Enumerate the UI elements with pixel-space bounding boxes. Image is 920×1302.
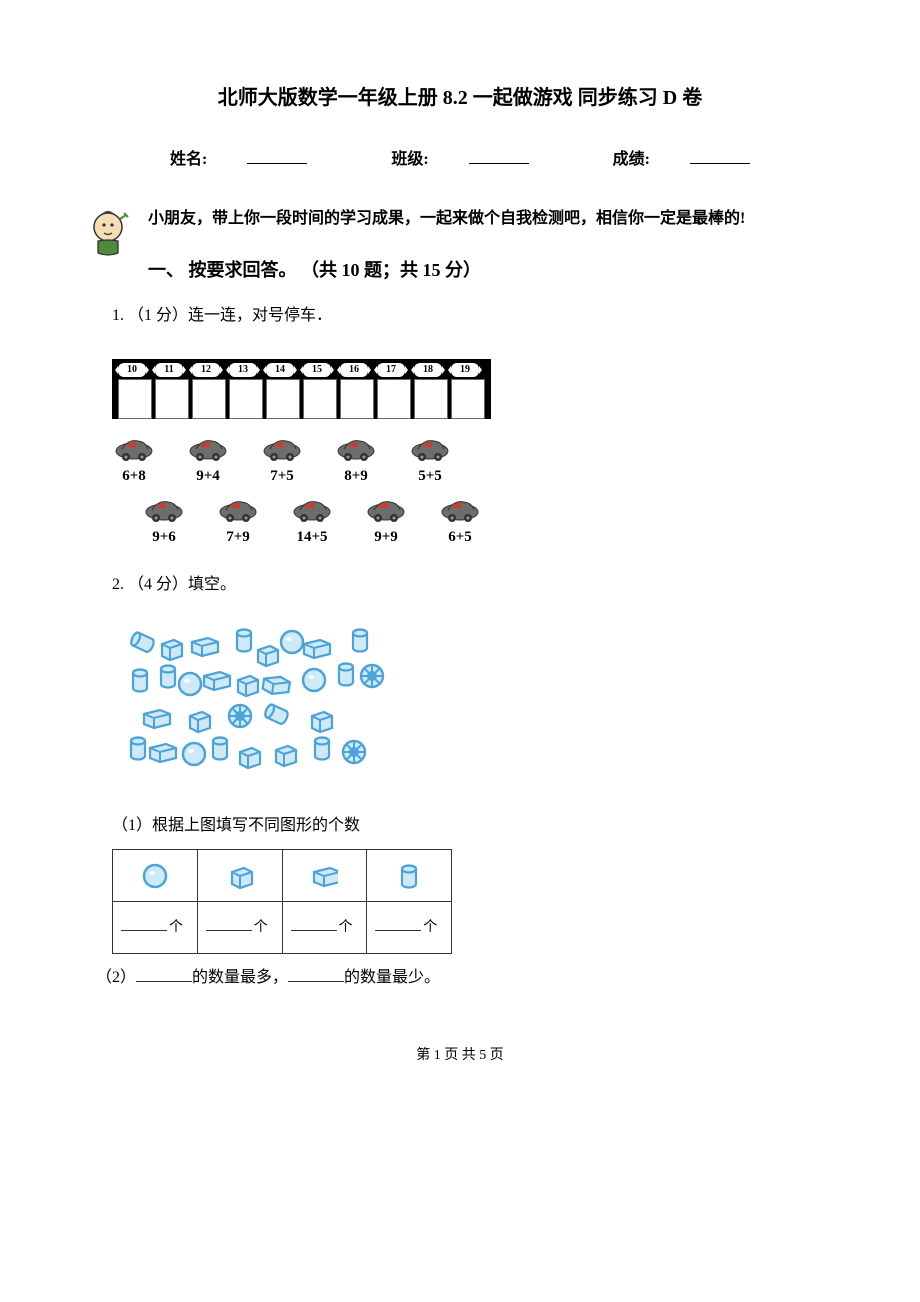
class-blank [469, 148, 529, 164]
car-item: 9+9 [364, 496, 408, 551]
cylinder-icon [395, 862, 423, 890]
slot-bay [266, 379, 300, 419]
car-item: 8+9 [334, 435, 378, 490]
car-icon [142, 496, 186, 524]
unit: 个 [254, 920, 268, 935]
car-icon [112, 435, 156, 463]
car-item: 7+9 [216, 496, 260, 551]
slot-num: 19 [451, 363, 479, 377]
car-expr: 9+6 [152, 524, 176, 551]
q2-sub1-label: （1）根据上图填写不同图形的个数 [112, 812, 840, 841]
slot-bay [155, 379, 189, 419]
car-icon [290, 496, 334, 524]
car-expr: 7+5 [270, 463, 294, 490]
count-cylinder: 个 [367, 902, 452, 954]
car-item: 6+5 [438, 496, 482, 551]
car-item: 6+8 [112, 435, 156, 490]
sub2-mid: 的数量最多， [192, 969, 288, 986]
slot-num: 16 [340, 363, 368, 377]
slot-num: 10 [118, 363, 146, 377]
car-expr: 9+9 [374, 524, 398, 551]
car-icon [438, 496, 482, 524]
q2: 2. （4 分）填空。 [112, 571, 840, 600]
car-expr: 8+9 [344, 463, 368, 490]
car-expr: 5+5 [418, 463, 442, 490]
car-expr: 14+5 [296, 524, 327, 551]
q2-sub2: （2） 的数量最多， 的数量最少。 [96, 964, 840, 993]
slot-bay [118, 379, 152, 419]
th-cube [197, 850, 282, 902]
mascot-icon [80, 205, 136, 261]
slot-num: 17 [377, 363, 405, 377]
car-expr: 6+8 [122, 463, 146, 490]
car-item: 14+5 [290, 496, 334, 551]
car-icon [408, 435, 452, 463]
q2-label: 2. （4 分）填空。 [112, 576, 236, 593]
intro-block: 小朋友，带上你一段时间的学习成果，一起来做个自我检测吧，相信你一定是最棒的! [80, 205, 840, 234]
cuboid-icon [310, 862, 338, 890]
slot-bay [414, 379, 448, 419]
unit: 个 [169, 920, 183, 935]
page-title: 北师大版数学一年级上册 8.2 一起做游戏 同步练习 D 卷 [80, 80, 840, 116]
count-sphere: 个 [113, 902, 198, 954]
car-icon [334, 435, 378, 463]
slot-bay [377, 379, 411, 419]
car-item: 9+4 [186, 435, 230, 490]
slot-bay [192, 379, 226, 419]
shape-count-table: 个 个 个 个 [112, 849, 452, 954]
slot-bay [451, 379, 485, 419]
q1: 1. （1 分）连一连，对号停车． [112, 302, 840, 331]
car-icon [186, 435, 230, 463]
score-label: 成绩: [613, 151, 650, 168]
car-icon [260, 435, 304, 463]
th-cuboid [282, 850, 367, 902]
section1-title: 一、 按要求回答。 （共 10 题；共 15 分） [80, 254, 840, 286]
sub2-prefix: （2） [96, 969, 136, 986]
blank-least [288, 966, 344, 982]
car-icon [216, 496, 260, 524]
class-label: 班级: [391, 151, 428, 168]
count-cube: 个 [197, 902, 282, 954]
shapes-scatter [112, 616, 840, 797]
slot-num: 13 [229, 363, 257, 377]
unit: 个 [339, 920, 353, 935]
car-item: 9+6 [142, 496, 186, 551]
unit: 个 [423, 920, 437, 935]
slot-num: 18 [414, 363, 442, 377]
car-item: 5+5 [408, 435, 452, 490]
meta-row: 姓名: 班级: 成绩: [80, 146, 840, 175]
cars-block: 6+8 9+4 7+5 8+9 5+5 9+6 7+9 14+5 9+9 6+5 [112, 435, 840, 551]
car-item: 7+5 [260, 435, 304, 490]
car-expr: 9+4 [196, 463, 220, 490]
q1-label: 1. （1 分）连一连，对号停车． [112, 307, 332, 324]
slot-num: 12 [192, 363, 220, 377]
blank-most [136, 966, 192, 982]
th-sphere [113, 850, 198, 902]
sphere-icon [141, 862, 169, 890]
car-expr: 7+9 [226, 524, 250, 551]
cube-icon [226, 862, 254, 890]
slot-bay [229, 379, 263, 419]
slot-bay [340, 379, 374, 419]
sub2-suffix: 的数量最少。 [344, 969, 440, 986]
intro-text: 小朋友，带上你一段时间的学习成果，一起来做个自我检测吧，相信你一定是最棒的! [148, 210, 745, 227]
parking-slots: 10 11 12 13 14 15 16 17 18 19 [112, 359, 491, 419]
count-cuboid: 个 [282, 902, 367, 954]
car-expr: 6+5 [448, 524, 472, 551]
slot-num: 14 [266, 363, 294, 377]
slot-num: 11 [155, 363, 183, 377]
slot-bay [303, 379, 337, 419]
name-label: 姓名: [170, 151, 207, 168]
th-cylinder [367, 850, 452, 902]
page-footer: 第 1 页 共 5 页 [80, 1043, 840, 1068]
slot-num: 15 [303, 363, 331, 377]
name-blank [247, 148, 307, 164]
car-icon [364, 496, 408, 524]
score-blank [690, 148, 750, 164]
